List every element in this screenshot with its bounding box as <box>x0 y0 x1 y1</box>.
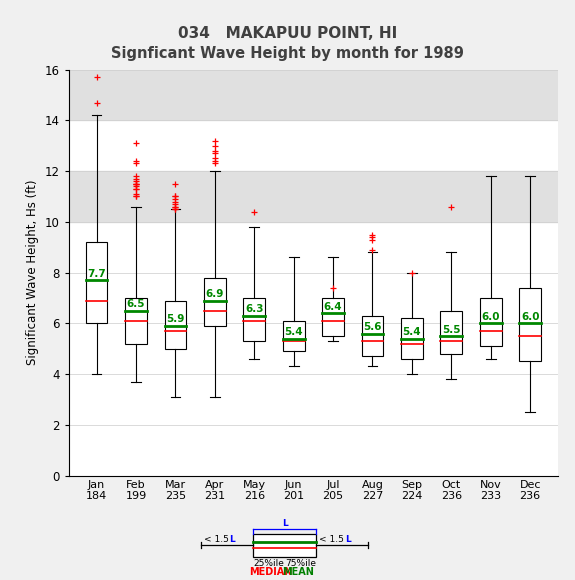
Text: 6.0: 6.0 <box>521 312 539 322</box>
Text: < 1.5: < 1.5 <box>204 535 231 544</box>
Text: 6.9: 6.9 <box>206 289 224 299</box>
Bar <box>283 321 305 351</box>
Bar <box>204 278 225 326</box>
Text: MEAN: MEAN <box>282 567 315 577</box>
Text: 6.4: 6.4 <box>324 302 343 311</box>
Text: MEDIAN: MEDIAN <box>249 567 293 577</box>
Bar <box>164 300 186 349</box>
Text: 5.4: 5.4 <box>285 327 303 337</box>
Text: 25%ile: 25%ile <box>253 559 284 568</box>
Bar <box>362 316 384 356</box>
Bar <box>69 171 558 222</box>
Text: 5.6: 5.6 <box>363 322 382 332</box>
Text: 6.0: 6.0 <box>481 312 500 322</box>
Bar <box>86 242 108 324</box>
Bar <box>243 298 265 341</box>
Text: 6.3: 6.3 <box>245 304 263 314</box>
Text: 5.9: 5.9 <box>166 314 185 324</box>
Text: < 1.5: < 1.5 <box>319 535 347 544</box>
Text: L: L <box>345 535 351 544</box>
Text: L: L <box>282 519 288 528</box>
Text: Signficant Wave Height by month for 1989: Signficant Wave Height by month for 1989 <box>111 46 464 61</box>
Text: 034   MAKAPUU POINT, HI: 034 MAKAPUU POINT, HI <box>178 26 397 41</box>
Text: 75%ile: 75%ile <box>285 559 316 568</box>
Bar <box>253 534 316 557</box>
Bar <box>440 311 462 354</box>
Text: 5.5: 5.5 <box>442 325 461 335</box>
Text: 7.7: 7.7 <box>87 269 106 279</box>
Text: L: L <box>229 535 235 544</box>
Bar <box>480 298 501 346</box>
Bar <box>401 318 423 359</box>
Bar <box>125 298 147 343</box>
Y-axis label: Significant Wave Height, Hs (ft): Significant Wave Height, Hs (ft) <box>26 180 40 365</box>
Text: 5.4: 5.4 <box>402 327 421 337</box>
Bar <box>519 288 541 361</box>
Text: 6.5: 6.5 <box>126 299 145 309</box>
Bar <box>69 70 558 121</box>
Bar <box>322 298 344 336</box>
